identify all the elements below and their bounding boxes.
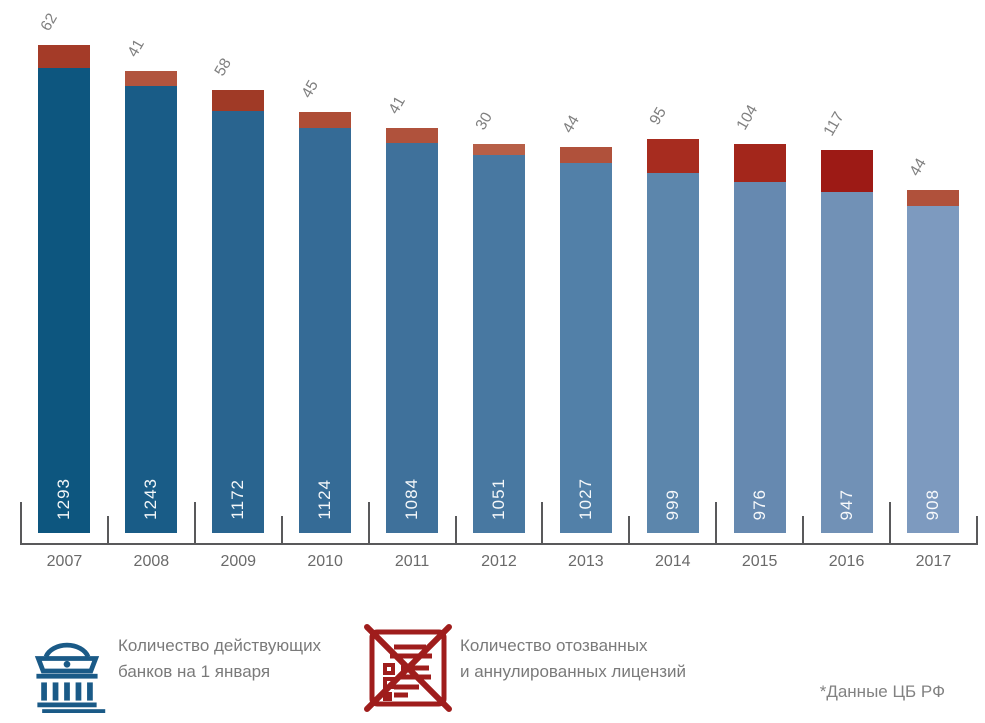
legend-label-revoked-licenses: Количество отозванных и аннулированных л… — [460, 633, 686, 685]
bar-value-label: 976 — [749, 488, 769, 520]
banks-bar: 1084 — [386, 142, 439, 533]
year-label: 2008 — [133, 553, 170, 570]
bar-value-label: 1124 — [315, 479, 335, 520]
year-label: 2012 — [481, 553, 517, 570]
licenses-value-label: 41 — [385, 93, 409, 117]
bar-value-label: 999 — [662, 488, 682, 520]
legend-label-active-banks: Количество действующих банков на 1 январ… — [118, 633, 321, 685]
licenses-bar — [907, 190, 960, 207]
axis-tick — [367, 502, 370, 543]
axis-tick — [280, 516, 283, 543]
banks-bar: 1051 — [472, 154, 525, 533]
banks-bar: 908 — [907, 206, 960, 533]
axis-tick — [715, 502, 718, 543]
licenses-value-label: 58 — [211, 55, 236, 80]
year-label: 2014 — [654, 553, 691, 570]
axis-tick — [889, 502, 891, 543]
licenses-bar — [733, 144, 786, 182]
licenses-value-label: 45 — [298, 77, 323, 102]
bar-value-label: 1027 — [575, 478, 595, 520]
licenses-bar — [299, 112, 352, 129]
axis-tick — [193, 502, 196, 543]
axis-tick — [628, 516, 631, 543]
licenses-value-label: 41 — [124, 36, 149, 60]
bar-value-label: 1172 — [228, 479, 248, 520]
licenses-bar — [559, 147, 612, 164]
bar-value-label: 1051 — [488, 478, 508, 520]
bar-value-label: 908 — [923, 488, 943, 520]
banks-bar: 1172 — [212, 111, 265, 533]
banks-bar: 947 — [820, 192, 873, 533]
legend-label-line: Количество отозванных — [460, 636, 648, 655]
bar-value-label: 1084 — [402, 478, 422, 520]
x-axis-line — [20, 543, 978, 545]
legend-label-line: банков на 1 января — [118, 662, 271, 681]
axis-tick — [541, 502, 544, 543]
legend-label-line: и аннулированных лицензий — [460, 662, 687, 681]
bar-value-label: 947 — [836, 488, 856, 520]
bar-value-label: 1293 — [54, 478, 74, 520]
licenses-bar — [646, 139, 699, 174]
year-label: 2009 — [220, 553, 257, 570]
banks-bar: 1027 — [559, 163, 612, 533]
licenses-bar — [212, 90, 265, 112]
banks-bar: 976 — [733, 181, 786, 533]
bank-building-icon — [34, 642, 106, 713]
licenses-value-label: 62 — [37, 10, 62, 35]
axis-tick — [802, 516, 805, 543]
year-label: 2017 — [915, 553, 952, 570]
year-label: 2013 — [568, 553, 604, 570]
bar-value-label: 1243 — [141, 478, 161, 520]
licenses-value-label: 44 — [906, 155, 931, 180]
year-label: 2010 — [307, 553, 343, 570]
banks-bar: 1293 — [38, 67, 91, 533]
legend: Количество действующих банков на 1 январ… — [0, 615, 985, 723]
licenses-bar — [386, 128, 439, 143]
legend-label-line: Количество действующих — [118, 636, 322, 655]
axis-tick — [454, 516, 457, 543]
axis-tick — [975, 516, 978, 543]
licenses-value-label: 44 — [559, 112, 583, 137]
licenses-value-label: 117 — [820, 109, 848, 139]
axis-tick — [20, 502, 22, 543]
banks-bar: 1124 — [299, 128, 352, 533]
licenses-value-label: 30 — [472, 109, 496, 133]
licenses-value-label: 95 — [646, 104, 670, 129]
licenses-bar — [820, 149, 873, 193]
licenses-bar — [472, 143, 525, 155]
axis-tick — [106, 516, 109, 543]
footnote: *Данные ЦБ РФ — [819, 682, 945, 701]
licenses-bar — [125, 70, 178, 86]
licenses-value-label: 104 — [733, 102, 761, 134]
year-label: 2007 — [46, 553, 83, 570]
licenses-bar — [38, 45, 91, 68]
banks-bar: 1243 — [125, 85, 178, 533]
year-label: 2015 — [741, 553, 778, 570]
year-label: 2016 — [828, 553, 865, 570]
banks-bar: 999 — [646, 173, 699, 533]
revoked-license-icon — [364, 624, 452, 712]
year-label: 2011 — [394, 553, 430, 570]
